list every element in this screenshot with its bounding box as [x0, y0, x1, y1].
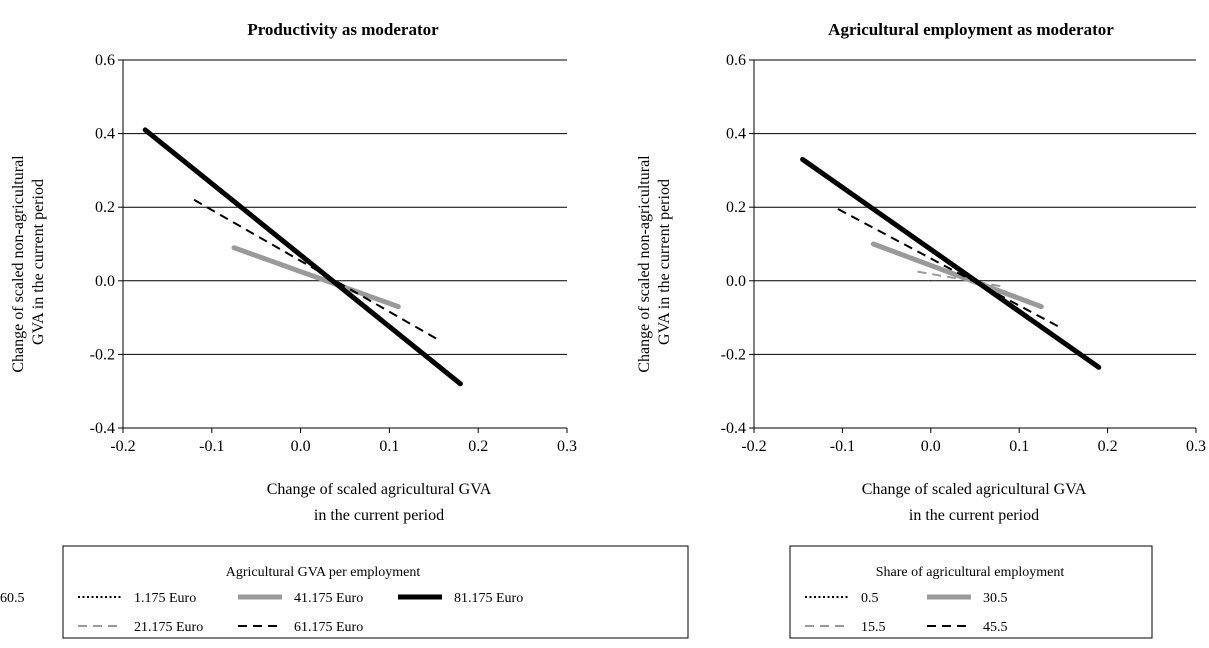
y-tick-label: -0.4 — [721, 420, 746, 437]
x-tick-label: -0.2 — [110, 438, 135, 455]
legend-box — [789, 545, 1153, 639]
x-tick-label: 0.1 — [1009, 438, 1029, 455]
legend-label: 0.5 — [861, 591, 879, 606]
legend-label: 45.5 — [983, 620, 1008, 635]
x-axis-label-line-2: in the current period — [314, 507, 444, 524]
x-tick-label: 0.3 — [1186, 438, 1206, 455]
series-line — [231, 245, 401, 310]
y-tick-labels: -0.4 -0.2 0.0 0.2 0.4 0.6 — [90, 52, 115, 437]
legend-label: 41.175 Euro — [294, 591, 363, 606]
legend-label: 30.5 — [983, 591, 1008, 606]
legend-title: Share of agricultural employment — [876, 565, 1065, 580]
chart-title: Productivity as moderator — [247, 20, 439, 39]
x-tick-label: 0.0 — [291, 438, 311, 455]
y-tick-label: -0.2 — [721, 346, 746, 363]
legend: Agricultural GVA per employment 1.175 Eu… — [62, 545, 689, 639]
y-tick-label: 0.6 — [726, 52, 746, 69]
series-line — [142, 127, 463, 387]
y-tick-label: 0.2 — [726, 199, 746, 216]
plot-area — [749, 59, 1197, 433]
series-line — [870, 241, 1044, 310]
y-tick-label: -0.4 — [90, 420, 115, 437]
legend-label: 21.175 Euro — [134, 620, 203, 635]
x-tick-label: 0.0 — [921, 438, 941, 455]
x-tick-label: -0.1 — [199, 438, 224, 455]
y-tick-label: 0.0 — [95, 273, 115, 290]
legend-label: 1.175 Euro — [134, 591, 196, 606]
legend-items: 1.175 Euro 21.175 Euro 41.175 Euro 61.175 E… — [78, 591, 523, 635]
x-tick-label: 0.2 — [468, 438, 488, 455]
y-tick-label: 0.4 — [726, 126, 746, 143]
legend: Share of agricultural employment 0.5 15.5… — [0, 545, 1153, 639]
y-tick-label: 0.2 — [95, 199, 115, 216]
x-tick-label: 0.3 — [557, 438, 577, 455]
legend-label: 15.5 — [861, 620, 886, 635]
y-axis-label: Change of scaled non-agricultural GVA in… — [10, 151, 47, 372]
legend-box — [62, 545, 689, 639]
chart-title: Agricultural employment as moderator — [828, 20, 1114, 39]
y-axis-label-line-2: GVA in the current period — [656, 179, 673, 345]
x-axis-label-line-1: Change of scaled agricultural GVA — [267, 481, 492, 498]
y-axis-label-line-1: Change of scaled non-agricultural — [10, 155, 27, 373]
legend-items: 0.5 15.5 30.5 45.5 60.5 — [0, 591, 1008, 635]
x-tick-labels: -0.2 -0.1 0.0 0.1 0.2 0.3 — [741, 438, 1206, 455]
x-axis-label-line-2: in the current period — [909, 507, 1039, 524]
y-tick-labels: -0.4 -0.2 0.0 0.2 0.4 0.6 — [721, 52, 746, 437]
series-line — [837, 208, 1060, 328]
x-tick-label: -0.1 — [830, 438, 855, 455]
x-tick-label: 0.1 — [379, 438, 399, 455]
legend-label: 60.5 — [0, 591, 25, 606]
y-tick-label: -0.2 — [90, 346, 115, 363]
y-tick-label: 0.6 — [95, 52, 115, 69]
chart-agricultural-employment: Agricultural employment as moderator Cha… — [0, 20, 1206, 639]
x-tick-label: 0.2 — [1098, 438, 1118, 455]
y-axis-label-line-1: Change of scaled non-agricultural — [636, 155, 653, 373]
chart-productivity: Productivity as moderator Change of scal… — [10, 20, 689, 639]
x-tick-labels: -0.2 -0.1 0.0 0.1 0.2 0.3 — [110, 438, 577, 455]
y-axis-label-line-2: GVA in the current period — [30, 179, 47, 345]
y-tick-label: 0.0 — [726, 273, 746, 290]
y-axis-label: Change of scaled non-agricultural GVA in… — [636, 151, 673, 372]
legend-label: 81.175 Euro — [454, 591, 523, 606]
x-axis-label-line-1: Change of scaled agricultural GVA — [862, 481, 1087, 498]
plot-area — [118, 59, 568, 433]
x-tick-label: -0.2 — [741, 438, 766, 455]
series-line — [800, 156, 1102, 370]
legend-title: Agricultural GVA per employment — [226, 565, 421, 580]
y-tick-label: 0.4 — [95, 126, 115, 143]
legend-label: 61.175 Euro — [294, 620, 363, 635]
